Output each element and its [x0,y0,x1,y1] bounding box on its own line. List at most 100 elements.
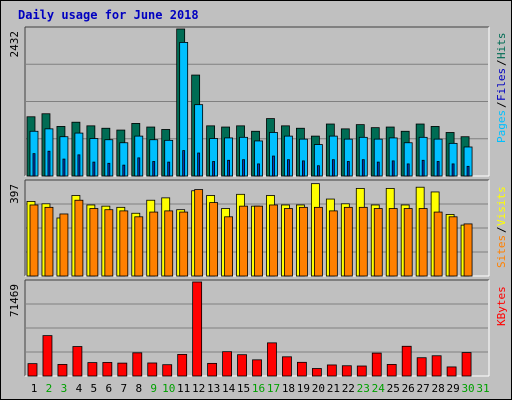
day-label: 9 [150,382,157,395]
bar-sites [284,208,293,277]
bar-kbytes [446,366,457,377]
bar-kbytes [267,342,277,377]
y-max-label-1: 2432 [8,31,21,58]
bar-pages [212,161,216,177]
bar-sites [388,208,398,277]
bar-sites [194,189,204,277]
day-label: 8 [135,382,142,395]
bar-sites [164,210,174,277]
bar-kbytes [297,361,307,377]
day-label: 3 [61,382,68,395]
bar-kbytes [117,362,128,377]
bar-kbytes [326,364,337,377]
day-label: 16 [252,382,265,395]
day-label: 2 [46,382,53,395]
bar-sites [44,206,54,277]
bar-pages [436,161,440,177]
day-label: 20 [312,382,325,395]
bar-kbytes [222,351,232,377]
bar-sites [59,213,69,277]
bar-kbytes [57,364,68,377]
bar-pages [331,159,335,177]
bar-kbytes [147,362,158,377]
day-label: 24 [372,382,386,395]
bar-kbytes [431,355,442,377]
bar-sites [373,208,383,277]
bar-kbytes [177,354,188,377]
chart-title: Daily usage for June 2018 [18,8,199,22]
bar-pages [316,165,320,177]
bar-kbytes [282,356,292,377]
day-label: 11 [177,382,190,395]
bar-pages [451,163,455,177]
legend-2-0: Sites [495,235,508,268]
bar-pages [107,162,111,177]
bar-sites [104,209,114,277]
bar-pages [242,159,245,177]
bar-pages [92,161,96,177]
bar-pages [257,163,260,177]
bar-sites [74,199,84,277]
bar-kbytes [341,365,352,377]
day-label: 4 [76,382,83,395]
y-max-label-2: 397 [8,184,21,204]
bar-sites [418,208,428,277]
bar-pages [167,161,171,177]
bar-sites [448,216,458,277]
bar-sites [299,206,308,277]
bar-sites [313,206,323,277]
day-label: 29 [446,382,459,395]
day-label: 5 [91,382,98,395]
bar-kbytes [87,362,98,377]
bar-pages [421,159,425,177]
bar-sites [119,210,129,277]
day-label: 22 [342,382,355,395]
day-label: 21 [327,382,340,395]
bar-pages [122,164,126,177]
bar-kbytes [461,352,472,377]
day-label: 13 [207,382,220,395]
bar-sites [343,206,353,277]
day-label: 6 [106,382,113,395]
day-label: 26 [402,382,415,395]
bar-sites [29,204,39,277]
bar-sites [179,211,189,277]
day-label: 23 [357,382,370,395]
legend-3-0: KBytes [495,286,508,326]
bar-pages [32,153,36,177]
bar-sites [328,210,338,277]
legend-1-0: Pages [495,110,508,143]
bar-pages [287,159,290,177]
bar-sites [209,202,219,277]
legend-1-4: Hits [495,33,508,60]
bar-pages [406,163,410,177]
day-label: 7 [120,382,127,395]
bar-pages [152,161,156,177]
bar-pages [62,158,66,177]
bar-kbytes [42,335,53,377]
bar-sites [224,216,233,277]
bar-pages [302,160,305,177]
day-label: 25 [387,382,400,395]
bar-sites [403,208,413,277]
day-label: 31 [476,382,489,395]
bar-kbytes [207,362,218,377]
bar-sites [149,211,159,277]
bar-kbytes [72,346,83,377]
bar-pages [77,154,81,177]
bar-sites [239,205,248,277]
legend-1-2: Files [495,68,508,101]
bar-sites [463,223,473,277]
bar-kbytes [371,352,382,377]
bar-kbytes [356,365,367,377]
bar-pages [346,161,350,177]
bar-kbytes [102,362,113,377]
bar-kbytes [192,281,203,377]
bar-kbytes [386,364,397,377]
bar-pages [197,152,201,177]
bar-sites [134,216,144,277]
day-label: 10 [162,382,175,395]
bar-kbytes [311,368,322,377]
day-label: 28 [432,382,445,395]
